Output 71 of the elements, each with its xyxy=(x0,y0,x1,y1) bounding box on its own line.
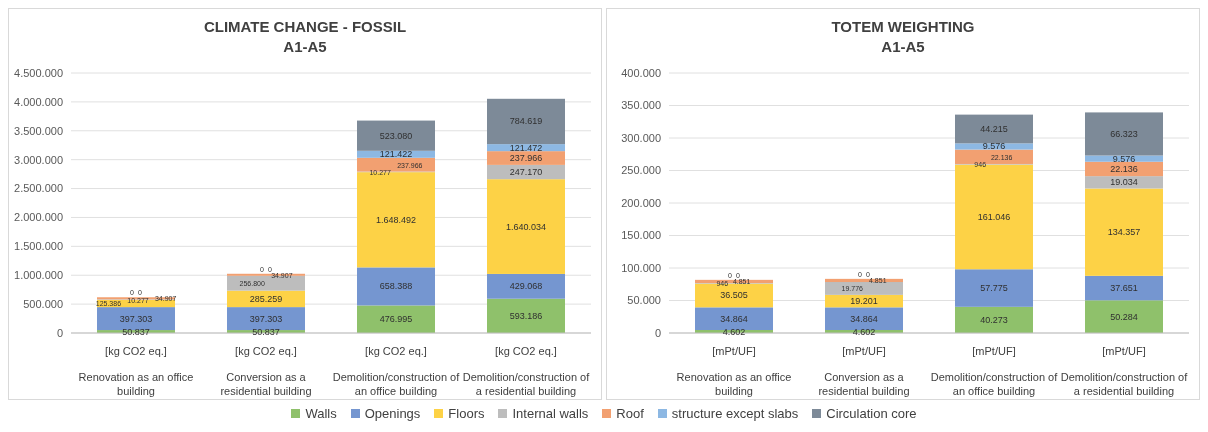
legend-label: Internal walls xyxy=(512,406,589,421)
legend-label: Floors xyxy=(448,406,485,421)
y-tick-label: 2.500.000 xyxy=(14,182,63,195)
data-label: 429.068 xyxy=(509,281,543,292)
category-label: [mPt/UF] Demolition/construction of a residential building xyxy=(1060,345,1188,397)
y-tick-label: 2.000.000 xyxy=(14,211,63,224)
legend-label: structure except slabs xyxy=(671,406,799,421)
data-label: 19.034 xyxy=(1110,177,1138,188)
y-tick-label: 300.000 xyxy=(621,131,661,144)
data-label: 397.303 xyxy=(249,313,283,324)
data-label: 36.505 xyxy=(720,290,748,301)
data-label: 161.046 xyxy=(977,211,1011,222)
data-label: 121.422 xyxy=(379,149,413,160)
data-label: 4.602 xyxy=(722,326,746,337)
y-tick-label: 350.000 xyxy=(621,99,661,112)
y-tick-label: 100.000 xyxy=(621,261,661,274)
data-label: 523.080 xyxy=(379,130,413,141)
data-label: 50.837 xyxy=(252,326,280,337)
legend-label: Circulation core xyxy=(826,406,917,421)
data-label: 285.259 xyxy=(249,293,283,304)
y-tick-label: 0 xyxy=(56,326,63,339)
data-label: 50.837 xyxy=(122,326,150,337)
category-label: [mPt/UF] Renovation as an office building xyxy=(676,345,792,397)
data-label: 397.303 xyxy=(119,313,153,324)
chart-title: CLIMATE CHANGE - FOSSIL A1-A5 xyxy=(202,17,408,57)
category-label: [kg CO2 eq.] Demolition/construction of an office building xyxy=(332,345,460,397)
y-tick-label: 400.000 xyxy=(621,66,661,79)
data-label: 57.775 xyxy=(980,283,1008,294)
chart-title: TOTEM WEIGHTING A1-A5 xyxy=(830,17,976,57)
category-label: [kg CO2 eq.] Renovation as an office building xyxy=(78,345,194,397)
data-label: 134.357 xyxy=(1107,227,1141,238)
data-label: 50.284 xyxy=(1110,311,1138,322)
legend-label: Openings xyxy=(364,406,421,421)
data-label: 44.215 xyxy=(980,123,1008,134)
category-label: [kg CO2 eq.] Demolition/construction of a residential building xyxy=(462,345,590,397)
data-label: 34.864 xyxy=(850,313,878,324)
data-label: 66.323 xyxy=(1110,128,1138,139)
data-label: 9.576 xyxy=(982,141,1006,152)
data-label: 593.186 xyxy=(509,310,543,321)
data-label: 1.648.492 xyxy=(375,214,417,225)
data-label: 22.136 xyxy=(1110,163,1138,174)
y-tick-label: 0 xyxy=(654,326,661,339)
data-label: 237.966 xyxy=(509,153,543,164)
y-tick-label: 1.000.000 xyxy=(14,269,63,282)
legend-label: Walls xyxy=(305,406,337,421)
category-label: [mPt/UF] Demolition/construction of an office building xyxy=(930,345,1058,397)
y-tick-label: 1.500.000 xyxy=(14,240,63,253)
y-tick-label: 250.000 xyxy=(621,164,661,177)
data-label: 4.602 xyxy=(852,326,876,337)
data-label: 34.864 xyxy=(720,313,748,324)
y-tick-label: 150.000 xyxy=(621,229,661,242)
data-label: 9.576 xyxy=(1112,153,1136,164)
data-label: 37.651 xyxy=(1110,283,1138,294)
data-label: 658.388 xyxy=(379,281,413,292)
legend-label: Roof xyxy=(616,406,644,421)
y-tick-label: 4.500.000 xyxy=(14,66,63,79)
y-tick-label: 200.000 xyxy=(621,196,661,209)
y-tick-label: 3.000.000 xyxy=(14,153,63,166)
data-label: 19.201 xyxy=(850,296,878,307)
data-label: 121.472 xyxy=(509,142,543,153)
y-tick-label: 50.000 xyxy=(627,294,661,307)
y-tick-label: 3.500.000 xyxy=(14,124,63,137)
category-label: [kg CO2 eq.] Conversion as a residential building xyxy=(220,345,312,397)
data-label: 476.995 xyxy=(379,314,413,325)
category-label: [mPt/UF] Conversion as a residential building xyxy=(818,345,910,397)
y-tick-label: 500.000 xyxy=(23,298,63,311)
data-label: 1.640.034 xyxy=(505,221,547,232)
data-label: 784.619 xyxy=(509,116,543,127)
data-label: 40.273 xyxy=(980,314,1008,325)
y-tick-label: 4.000.000 xyxy=(14,95,63,108)
data-label: 247.170 xyxy=(509,167,543,178)
